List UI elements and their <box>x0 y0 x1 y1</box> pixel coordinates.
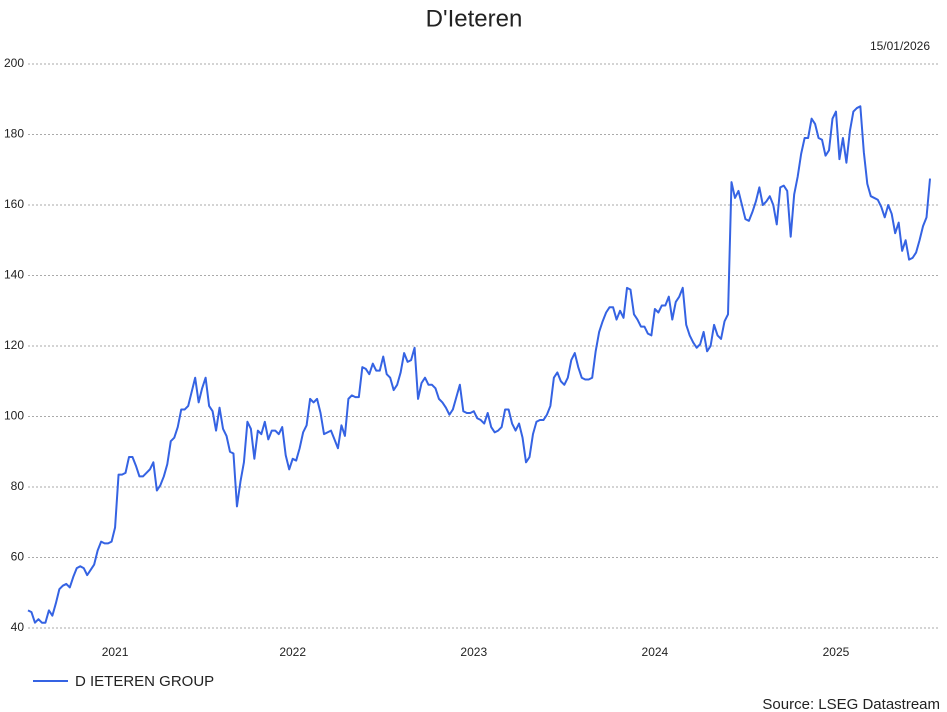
y-tick-label: 100 <box>4 409 24 423</box>
chart-title: D'Ieteren <box>426 5 523 32</box>
line-series <box>27 105 931 624</box>
y-tick-label: 60 <box>11 550 25 564</box>
y-tick-label: 180 <box>4 127 24 141</box>
y-tick-label: 140 <box>4 268 24 282</box>
date-label: 15/01/2026 <box>870 39 930 53</box>
source: Source: LSEG Datastream <box>762 696 940 712</box>
y-tick-label: 160 <box>4 197 24 211</box>
x-tick-label: 2024 <box>642 645 669 659</box>
y-tick-label: 120 <box>4 338 24 352</box>
x-tick-label: 2022 <box>279 645 306 659</box>
legend-label: D IETEREN GROUP <box>75 673 214 690</box>
y-tick-label: 40 <box>11 620 25 634</box>
x-tick-label: 2021 <box>102 645 129 659</box>
x-tick-label: 2023 <box>460 645 487 659</box>
y-tick-label: 80 <box>11 479 25 493</box>
x-tick-label: 2025 <box>823 645 850 659</box>
y-tick-label: 200 <box>4 56 24 70</box>
